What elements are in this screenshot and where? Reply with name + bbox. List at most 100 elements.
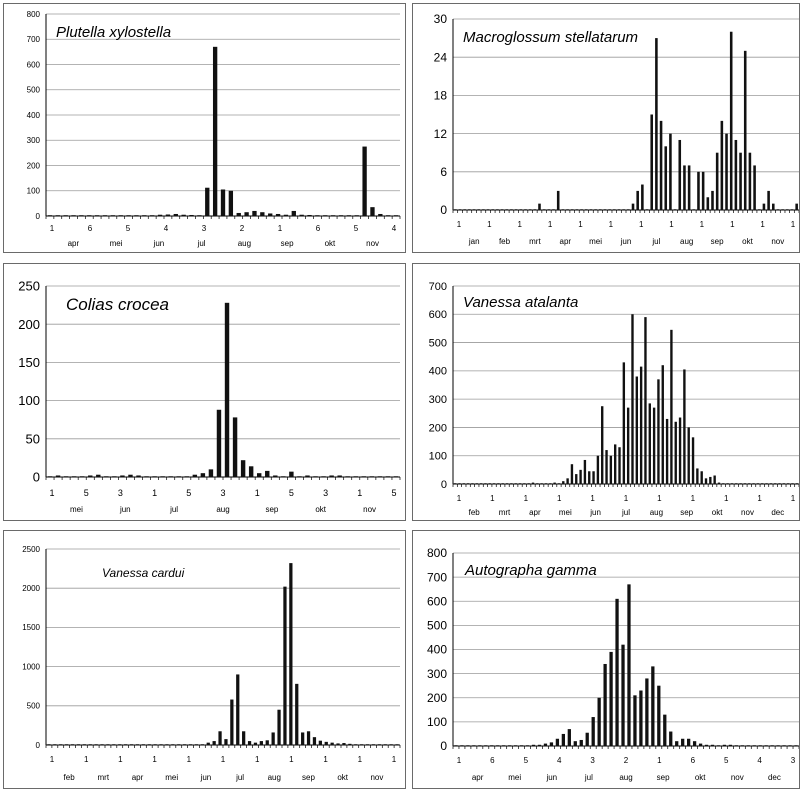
bar bbox=[454, 745, 458, 746]
bar bbox=[102, 215, 108, 216]
x-month-label: aug bbox=[650, 508, 663, 517]
bar bbox=[112, 476, 117, 477]
y-tick-label: 50 bbox=[26, 431, 40, 446]
bar bbox=[165, 744, 169, 745]
bar bbox=[722, 483, 725, 484]
x-month-label: sep bbox=[302, 773, 315, 782]
x-tick-label: 2 bbox=[624, 756, 629, 765]
bar bbox=[579, 469, 582, 484]
bar bbox=[348, 743, 352, 745]
y-tick-label: 2000 bbox=[22, 584, 40, 593]
x-month-label: okt bbox=[315, 505, 326, 514]
bar bbox=[734, 139, 738, 210]
bar bbox=[330, 742, 334, 745]
x-month-label: jun bbox=[589, 508, 601, 517]
bar bbox=[502, 745, 506, 746]
bar bbox=[549, 742, 554, 746]
bar bbox=[540, 483, 543, 484]
y-tick-label: 300 bbox=[27, 136, 41, 145]
bar bbox=[648, 403, 651, 484]
bar bbox=[144, 476, 149, 477]
chart-svg: 0 100 200 300 400 500 600 700 800 1 6 5 4 3 2 1 6 5 4 apr me… bbox=[27, 10, 401, 248]
bar bbox=[753, 165, 756, 210]
x-tick-label: 1 bbox=[278, 224, 283, 233]
bar bbox=[761, 483, 764, 484]
y-tick-label: 0 bbox=[440, 203, 447, 217]
bar bbox=[472, 745, 476, 746]
bar bbox=[603, 209, 607, 210]
y-tick-label: 0 bbox=[33, 470, 40, 485]
bar bbox=[301, 732, 305, 745]
bar bbox=[157, 214, 163, 216]
bar bbox=[458, 483, 461, 484]
bar bbox=[613, 209, 616, 210]
bar bbox=[385, 476, 391, 477]
x-tick-label: 1 bbox=[50, 224, 55, 233]
bar bbox=[479, 483, 483, 484]
x-tick-label: 1 bbox=[323, 755, 328, 764]
x-tick-label: 1 bbox=[639, 220, 644, 229]
bar bbox=[633, 695, 637, 746]
x-month-label: nov bbox=[370, 773, 383, 782]
bar bbox=[544, 483, 548, 484]
x-month-label: okt bbox=[337, 773, 348, 782]
x-tick-label: 4 bbox=[557, 756, 562, 765]
bar bbox=[147, 744, 151, 745]
bar bbox=[65, 744, 69, 745]
x-month-label: feb bbox=[469, 508, 481, 517]
bar bbox=[561, 209, 565, 210]
bar bbox=[94, 215, 100, 216]
y-tick-label: 18 bbox=[434, 89, 448, 103]
bar bbox=[236, 212, 241, 216]
bar bbox=[603, 663, 607, 746]
bar bbox=[722, 744, 727, 746]
bar bbox=[782, 483, 786, 484]
bar bbox=[260, 212, 265, 216]
bar bbox=[192, 474, 198, 477]
bar bbox=[764, 745, 768, 746]
bar bbox=[463, 209, 466, 210]
bar bbox=[477, 209, 480, 210]
bar bbox=[118, 215, 123, 216]
bar bbox=[601, 406, 604, 484]
chart-panel-plutella-xylostella: 0 100 200 300 400 500 600 700 800 1 6 5 4 3 2 1 6 5 4 apr me… bbox=[3, 3, 406, 253]
bar bbox=[651, 666, 655, 746]
x-month-label: sep bbox=[265, 505, 278, 514]
bar bbox=[275, 213, 281, 216]
bar bbox=[197, 215, 202, 216]
bar bbox=[505, 209, 509, 210]
x-tick-label: 6 bbox=[490, 756, 495, 765]
x-month-label: jul bbox=[235, 773, 244, 782]
bar bbox=[194, 744, 199, 745]
bar bbox=[659, 120, 663, 210]
y-tick-label: 600 bbox=[429, 309, 447, 321]
bar bbox=[704, 478, 708, 484]
y-tick-label: 600 bbox=[427, 594, 447, 608]
x-tick-label: 1 bbox=[517, 220, 522, 229]
bar bbox=[82, 744, 86, 745]
x-tick-label: 1 bbox=[358, 755, 363, 764]
bar bbox=[663, 714, 667, 746]
bar bbox=[289, 563, 293, 745]
bar bbox=[720, 120, 724, 210]
bar bbox=[248, 466, 254, 477]
x-month-label: aug bbox=[216, 505, 229, 514]
bar bbox=[573, 741, 577, 746]
bar bbox=[735, 483, 738, 484]
bar bbox=[362, 146, 367, 216]
x-month-label: okt bbox=[742, 237, 753, 246]
bar bbox=[458, 209, 462, 210]
bar bbox=[776, 745, 780, 746]
bar bbox=[76, 744, 81, 745]
y-tick-label: 150 bbox=[18, 355, 40, 370]
bar bbox=[252, 210, 257, 216]
bar bbox=[312, 737, 317, 745]
bar bbox=[475, 483, 478, 484]
bar bbox=[247, 741, 252, 745]
bar bbox=[791, 483, 794, 484]
bar bbox=[369, 476, 375, 477]
bar bbox=[537, 744, 542, 746]
x-tick-label: 1 bbox=[700, 220, 705, 229]
bar bbox=[491, 209, 495, 210]
bar bbox=[500, 209, 504, 210]
